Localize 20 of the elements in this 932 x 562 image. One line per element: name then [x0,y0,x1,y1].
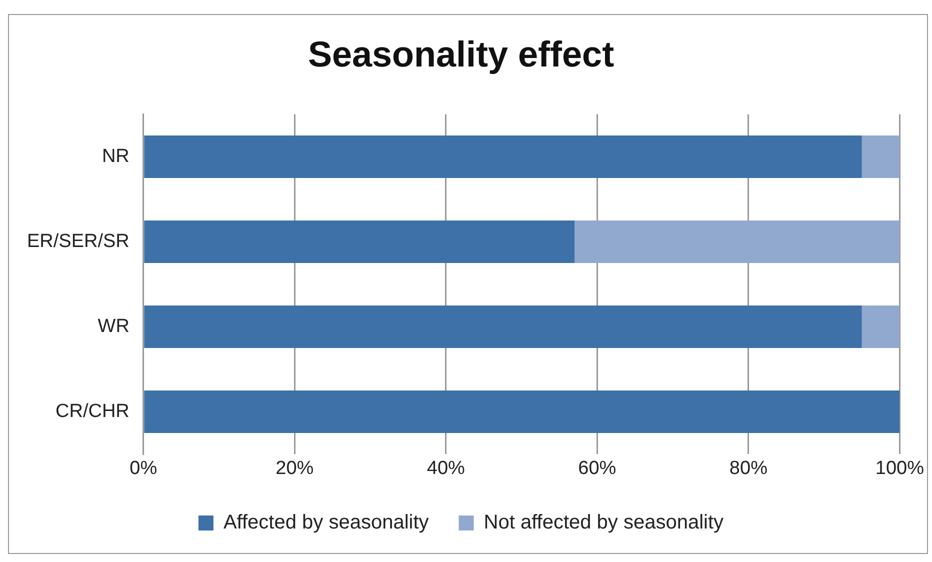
bar [574,220,900,263]
y-tick-label: ER/SER/SR [26,230,130,252]
x-tick-label: 20% [276,458,314,479]
bar [862,305,900,348]
bar [862,135,900,178]
legend-label: Affected by seasonality [223,512,429,534]
bar [144,390,900,433]
bar [144,135,862,178]
x-tick-label: 60% [578,458,616,479]
bar [144,220,574,263]
x-tick-label: 80% [729,458,768,479]
bar [144,305,862,348]
y-tick-label: CR/CHR [56,400,130,422]
y-tick-label: WR [98,316,130,337]
chart-title: Seasonality effect [308,34,614,75]
legend-label: Not affected by seasonality [484,512,724,534]
x-tick-label: 100% [875,458,924,479]
x-tick-label: 40% [426,458,466,479]
y-tick-label: NR [102,146,130,167]
x-tick-label: 0% [130,458,158,479]
